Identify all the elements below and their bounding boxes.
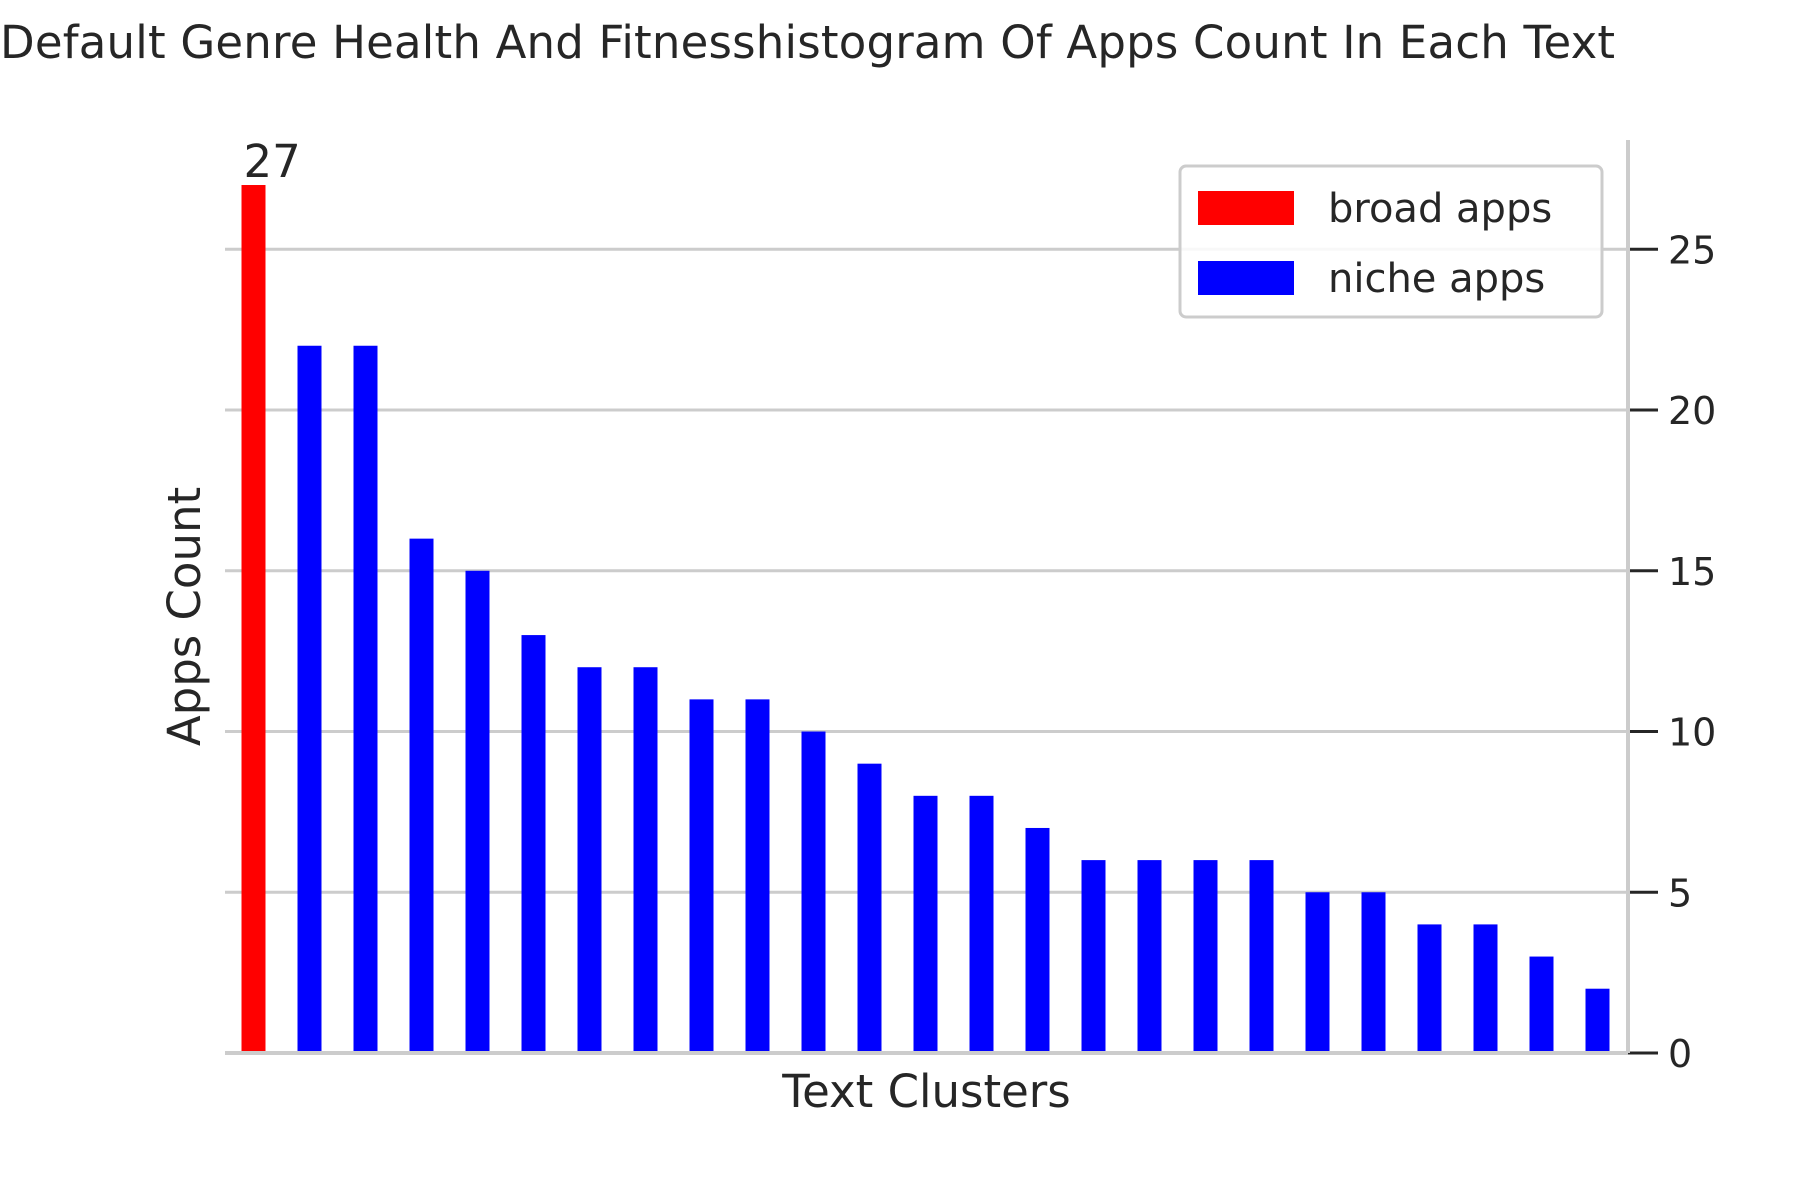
- grid-lines: [225, 247, 1628, 894]
- bar: [1585, 988, 1610, 1053]
- bars: [241, 185, 1610, 1054]
- bar: [1473, 924, 1498, 1053]
- bar: [577, 667, 602, 1053]
- legend-swatch: [1198, 261, 1294, 295]
- legend-entry-label: niche apps: [1328, 256, 1545, 302]
- x-axis-label: Text Clusters: [781, 1065, 1070, 1118]
- bar: [1193, 860, 1218, 1053]
- bar: [1137, 860, 1162, 1053]
- y-tick-label: 25: [1668, 228, 1716, 272]
- bar: [1081, 860, 1106, 1053]
- bar: [353, 345, 378, 1054]
- y-axis-label: Apps Count: [158, 487, 211, 746]
- bar: [1249, 860, 1274, 1053]
- y-tick-label: 5: [1668, 871, 1692, 915]
- bar: [857, 763, 882, 1053]
- bar-value-label: 27: [244, 135, 301, 188]
- legend-swatch: [1198, 191, 1294, 225]
- y-tick-label: 0: [1668, 1032, 1692, 1076]
- bar: [241, 185, 266, 1053]
- axes: [225, 140, 1658, 1055]
- bar: [521, 635, 546, 1053]
- bar: [633, 667, 658, 1053]
- legend-entry-label: broad apps: [1328, 186, 1552, 232]
- bar: [1361, 892, 1386, 1053]
- bar: [409, 538, 434, 1053]
- bar: [1025, 827, 1050, 1053]
- bar: [745, 699, 770, 1053]
- y-tick-label: 15: [1668, 550, 1716, 594]
- bar: [1417, 924, 1442, 1053]
- bar: [969, 795, 994, 1053]
- bar: [913, 795, 938, 1053]
- bar: [801, 731, 826, 1053]
- bar: [689, 699, 714, 1053]
- bar: [465, 570, 490, 1053]
- y-tick-label: 20: [1668, 389, 1716, 433]
- labels: 0 5 10 15 20 25 27 Text Clusters Apps Count: [158, 135, 1716, 1118]
- y-tick-label: 10: [1668, 711, 1716, 755]
- legend: broad apps niche apps: [1178, 164, 1604, 319]
- bar: [1529, 956, 1554, 1053]
- bar: [1305, 892, 1330, 1053]
- bar: [297, 345, 322, 1054]
- chart-title: Default Genre Health And Fitnesshistogra…: [0, 16, 1616, 69]
